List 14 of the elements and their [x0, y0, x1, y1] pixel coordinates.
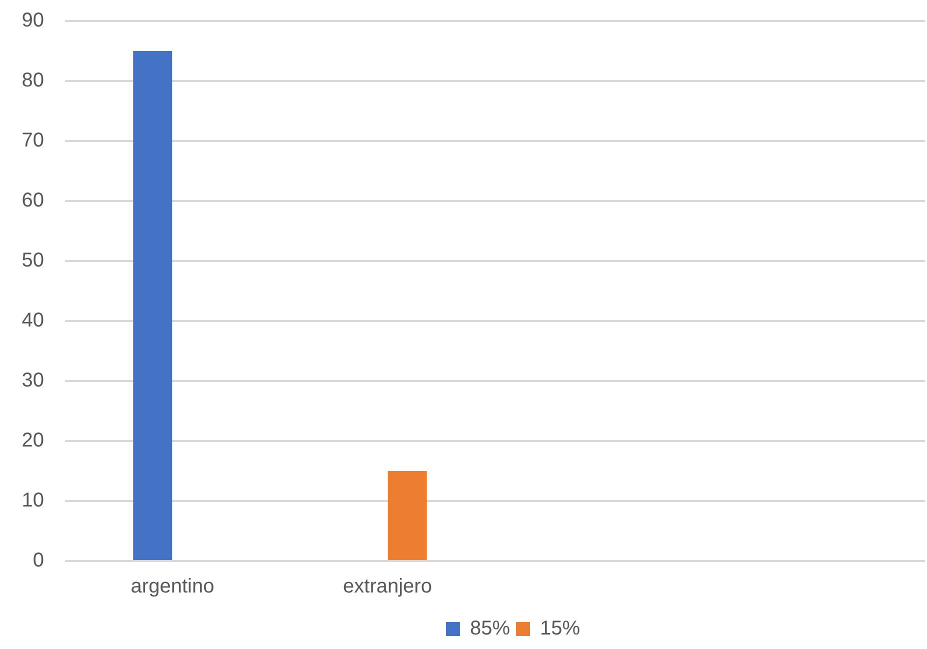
y-tick-label: 20 [22, 430, 44, 452]
x-tick-label: extranjero [343, 576, 432, 598]
x-tick-label: argentino [130, 576, 214, 598]
y-tick-label: 50 [22, 250, 44, 272]
y-tick-label: 70 [22, 130, 44, 152]
y-tick-label: 90 [22, 10, 44, 32]
y-tick-label: 60 [22, 190, 44, 212]
y-tick-label: 40 [22, 310, 44, 332]
y-tick-label: 80 [22, 70, 44, 92]
y-tick-label: 30 [22, 370, 44, 392]
legend-label: 15% [540, 618, 580, 640]
y-tick-label: 0 [32, 550, 44, 572]
legend-label: 85% [470, 618, 510, 640]
y-tick-label: 10 [22, 490, 44, 512]
